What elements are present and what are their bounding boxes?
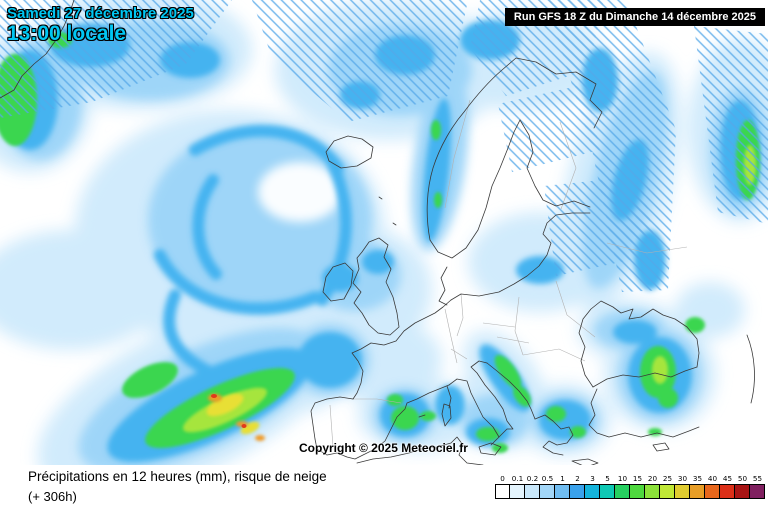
legend-cell: 50 <box>735 474 750 499</box>
legend-cell: 0.5 <box>540 474 555 499</box>
coastlines-layer <box>0 0 755 465</box>
legend-cell: 0 <box>495 474 510 499</box>
model-run-info: Run GFS 18 Z du Dimanche 14 décembre 202… <box>504 8 765 26</box>
map-legend-title: Précipitations en 12 heures (mm), risque… <box>28 469 327 484</box>
forecast-date: Samedi 27 décembre 2025 <box>7 5 194 22</box>
legend-cell: 0.1 <box>510 474 525 499</box>
legend-cell: 5 <box>600 474 615 499</box>
precipitation-scale: 0 0.1 0.2 0.5 1 2 3 5 10 15 20 25 30 35 40 45 50 55 <box>495 474 765 499</box>
legend-cell: 45 <box>720 474 735 499</box>
legend-cell: 40 <box>705 474 720 499</box>
legend-cell: 10 <box>615 474 630 499</box>
forecast-step: (+ 306h) <box>28 489 77 504</box>
cyclone-eye <box>258 162 342 222</box>
legend-cell: 1 <box>555 474 570 499</box>
legend-cell: 30 <box>675 474 690 499</box>
legend-cell: 2 <box>570 474 585 499</box>
legend-cell: 20 <box>645 474 660 499</box>
legend-cell: 15 <box>630 474 645 499</box>
legend-cell: 35 <box>690 474 705 499</box>
precipitation-map <box>0 0 768 465</box>
legend-cell: 0.2 <box>525 474 540 499</box>
legend-cell: 25 <box>660 474 675 499</box>
forecast-datetime: Samedi 27 décembre 2025 13:00 locale <box>7 5 194 46</box>
precip-layer-red <box>211 394 247 428</box>
legend-cell: 3 <box>585 474 600 499</box>
forecast-time: 13:00 locale <box>7 22 127 45</box>
legend-cell: 55 <box>750 474 765 499</box>
copyright-notice: Copyright © 2025 Meteociel.fr <box>299 441 468 455</box>
borders-layer <box>329 99 688 448</box>
